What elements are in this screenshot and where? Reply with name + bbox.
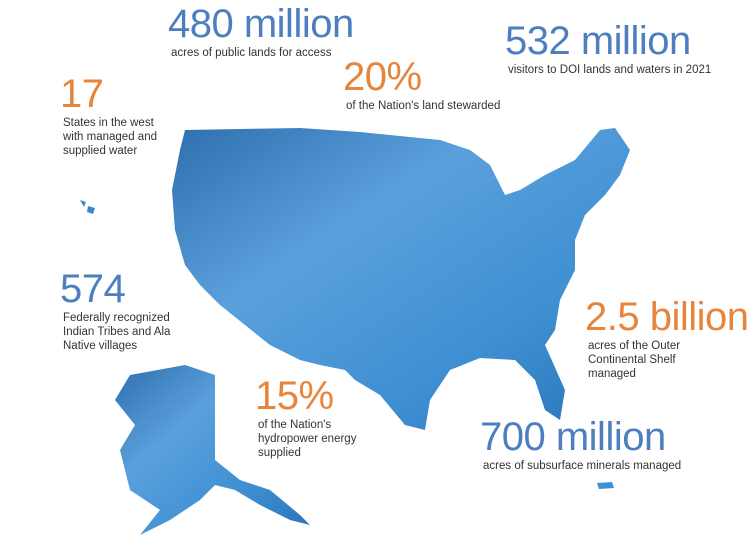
stat-description: visitors to DOI lands and waters in 2021 xyxy=(505,63,711,77)
stat-description: of the Nation's hydropower energy supplied xyxy=(255,418,356,460)
description-line: supplied xyxy=(258,447,301,459)
stat-value: 532 million xyxy=(505,19,691,63)
description-line: acres of the Outer xyxy=(588,340,681,352)
stat: 574 Federally recognized Indian Tribes and… xyxy=(60,269,170,353)
description-line: supplied water xyxy=(63,145,138,157)
alaska xyxy=(115,365,310,535)
description-line: managed xyxy=(588,368,636,380)
description-line: with managed and xyxy=(63,131,157,143)
stat-description: Federally recognized Indian Tribes and Al… xyxy=(60,311,170,353)
stat: 17 States in the west with managed and supp… xyxy=(60,74,157,158)
description-line: Continental Shelf xyxy=(588,354,676,366)
description-line: Federally recognized xyxy=(63,312,170,324)
description-line: visitors to DOI lands and waters in 2021 xyxy=(508,64,712,76)
contiguous-us xyxy=(172,128,630,430)
stat: 15% of the Nation's hydropower energy suppl… xyxy=(255,376,356,460)
description-line: hydropower energy xyxy=(258,433,357,445)
stat: 480 million acres of public lands for acc… xyxy=(168,4,354,60)
description-line: Indian Tribes and Ala xyxy=(63,326,171,338)
puerto-rico xyxy=(597,482,614,489)
description-line: of the Nation's land stewarded xyxy=(346,100,501,112)
description-line: States in the west xyxy=(63,117,154,129)
stat-description: of the Nation's land stewarded xyxy=(343,99,500,113)
description-line: acres of subsurface minerals managed xyxy=(483,460,682,472)
stat: 2.5 billion acres of the Outer Continental… xyxy=(585,297,749,381)
stat-value: 480 million xyxy=(168,2,354,46)
description-line: of the Nation's xyxy=(258,419,332,431)
stat-value: 20% xyxy=(343,55,422,99)
stat-description: States in the west with managed and suppli… xyxy=(60,116,157,158)
hawaii xyxy=(80,200,95,214)
stat-value: 700 million xyxy=(480,415,666,459)
stat: 700 million acres of subsurface minerals … xyxy=(480,417,681,473)
stat-value: 17 xyxy=(60,72,104,116)
stat-value: 15% xyxy=(255,374,334,418)
stat-value: 2.5 billion xyxy=(585,295,749,339)
description-line: acres of public lands for access xyxy=(171,47,332,59)
stat: 532 million visitors to DOI lands and wat… xyxy=(505,21,711,77)
stat-description: acres of public lands for access xyxy=(168,46,354,60)
description-line: Native villages xyxy=(63,340,138,352)
stat-description: acres of subsurface minerals managed xyxy=(480,459,681,473)
stat-description: acres of the Outer Continental Shelf manag… xyxy=(585,339,749,381)
stat-value: 574 xyxy=(60,267,126,311)
stat: 20% of the Nation's land stewarded xyxy=(343,57,500,113)
